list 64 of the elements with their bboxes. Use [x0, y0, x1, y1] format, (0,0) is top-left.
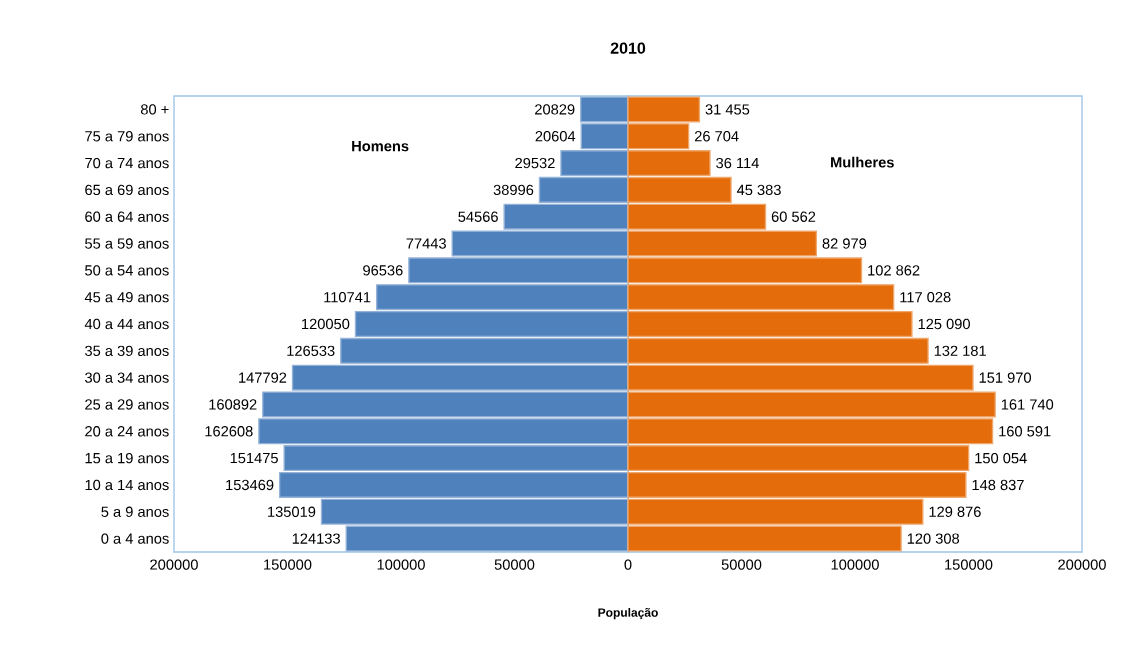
x-tick-label: 150000	[945, 559, 993, 570]
data-label: 26 704	[694, 131, 739, 142]
y-tick-label: 80 +	[140, 104, 169, 115]
data-label: 125 090	[918, 318, 970, 330]
y-tick-label: 70 a 74 anos	[85, 157, 169, 169]
y-tick-label: 55 a 59 anos	[85, 238, 169, 249]
data-label: 102 862	[868, 265, 920, 276]
data-label: 124133	[292, 533, 340, 544]
x-tick-label: 100000	[831, 559, 879, 570]
y-tick-label: 65 a 69 anos	[85, 184, 169, 196]
data-label: 147792	[239, 372, 287, 383]
data-label: 120050	[302, 318, 350, 330]
data-label: 60 562	[771, 211, 816, 222]
data-label: 29532	[515, 157, 555, 169]
data-label: 135019	[268, 506, 316, 517]
chart-title: 2010	[610, 42, 646, 54]
y-tick-label: 0 a 4 anos	[101, 533, 169, 544]
x-tick-label: 0	[624, 559, 632, 570]
y-tick-label: 30 a 34 anos	[85, 372, 169, 383]
data-label: 117 028	[900, 291, 951, 303]
y-tick-label: 15 a 19 anos	[85, 452, 169, 464]
data-label: 31 455	[705, 104, 750, 115]
data-label: 151475	[230, 453, 278, 464]
data-label: 132 181	[934, 345, 986, 357]
y-tick-label: 40 a 44 anos	[84, 318, 169, 330]
data-label: 77443	[406, 238, 446, 249]
y-tick-label: 75 a 79 anos	[85, 131, 169, 142]
y-tick-label: 45 a 49 anos	[84, 291, 169, 303]
data-label: 38996	[493, 184, 534, 196]
data-label: 45 383	[736, 184, 781, 196]
data-label: 153469	[226, 479, 274, 491]
data-label: 54566	[458, 211, 498, 222]
data-label: 120 308	[907, 533, 960, 544]
y-tick-label: 10 a 14 anos	[85, 479, 169, 491]
y-tick-label: 60 a 64 anos	[85, 211, 169, 222]
data-label: 20604	[535, 131, 576, 142]
data-label: 150 054	[975, 452, 1027, 464]
data-label: 36 114	[716, 157, 759, 169]
data-label: 20829	[535, 104, 575, 115]
y-tick-label: 35 a 39 anos	[85, 345, 169, 357]
x-tick-label: 200000	[1058, 559, 1106, 570]
data-label: 96536	[363, 265, 403, 276]
x-tick-label: 50000	[721, 559, 762, 570]
data-label: 162608	[205, 426, 253, 437]
data-label: 126533	[287, 345, 335, 357]
y-tick-label: 25 a 29 anos	[85, 399, 169, 410]
data-label: 160 591	[999, 426, 1051, 437]
text: Homens	[352, 141, 409, 152]
data-label: 82 979	[822, 238, 867, 249]
data-label: 151 970	[979, 372, 1031, 383]
x-tick-label: 150000	[264, 559, 312, 570]
x-axis-title: População	[598, 607, 658, 620]
x-tick-label: 100000	[377, 559, 425, 570]
text: Mulheres	[831, 156, 894, 168]
data-label: 129 876	[929, 506, 981, 517]
x-tick-label: 200000	[150, 559, 198, 570]
data-label: 161 740	[1001, 399, 1054, 410]
y-tick-label: 50 a 54 anos	[85, 265, 169, 276]
y-tick-label: 20 a 24 anos	[85, 426, 169, 437]
data-label: 110741	[324, 291, 371, 303]
x-tick-label: 50000	[494, 559, 535, 570]
y-tick-label: 5 a 9 anos	[101, 506, 169, 517]
data-label: 160892	[209, 399, 257, 410]
data-label: 148 837	[972, 479, 1024, 491]
